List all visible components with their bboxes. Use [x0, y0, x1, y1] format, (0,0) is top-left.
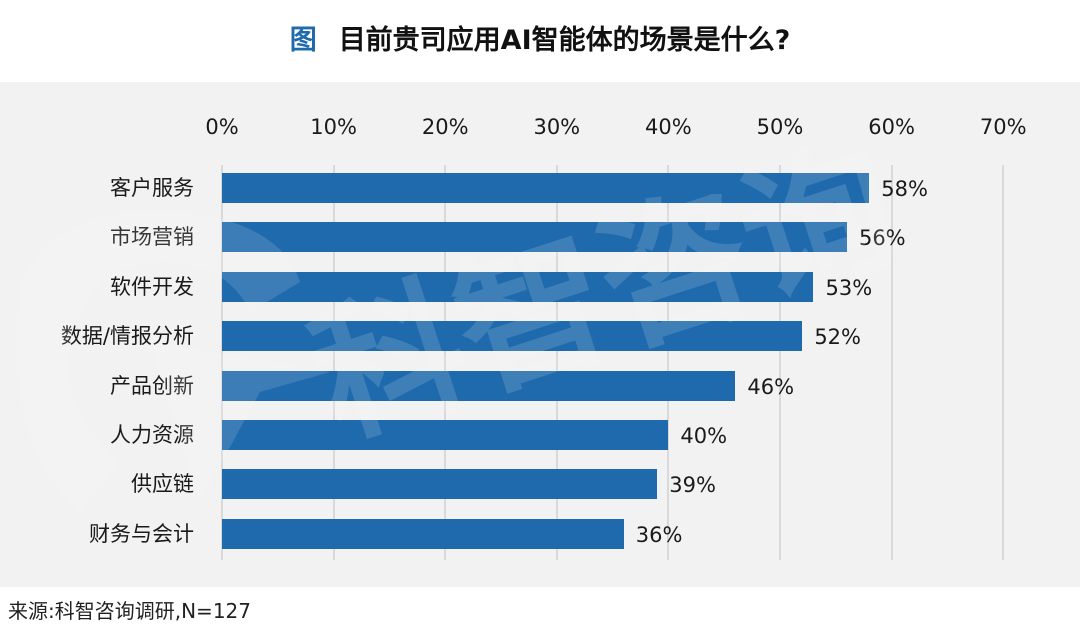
category-label: 供应链 — [131, 472, 194, 497]
category-label: 软件开发 — [110, 274, 194, 299]
source-note: 来源:科智咨询调研,N=127 — [8, 599, 251, 623]
category-label: 数据/情报分析 — [60, 324, 194, 349]
value-label: 40% — [680, 424, 728, 448]
bar — [222, 222, 847, 253]
x-tick-label: 30% — [533, 115, 581, 139]
x-tick-label: 50% — [756, 115, 804, 139]
gridline — [555, 165, 558, 560]
bar — [222, 370, 736, 401]
gridline — [1002, 165, 1005, 560]
value-label: 52% — [814, 325, 861, 350]
x-tick-label: 70% — [979, 115, 1027, 139]
value-label: 46% — [747, 374, 795, 399]
chart-title: 图 目前贵司应用AI智能体的场景是什么? — [0, 14, 1080, 60]
x-tick-label: 20% — [421, 115, 469, 139]
category-label: 人力资源 — [110, 423, 194, 447]
category-label: 财务与会计 — [89, 521, 194, 546]
gridline — [890, 165, 893, 560]
x-tick-label: 0% — [205, 115, 239, 139]
chart-title-text: 目前贵司应用AI智能体的场景是什么? — [338, 24, 791, 56]
category-label: 市场营销 — [110, 225, 194, 250]
value-label: 56% — [858, 226, 906, 251]
gridline — [444, 165, 447, 560]
x-tick-label: 60% — [868, 115, 915, 139]
value-label: 53% — [825, 275, 873, 300]
gridline — [667, 165, 670, 560]
bar — [222, 469, 658, 500]
value-label: 58% — [881, 177, 928, 201]
bar — [222, 420, 669, 450]
category-label: 产品创新 — [110, 373, 194, 398]
x-tick-label: 10% — [310, 115, 357, 139]
bar — [222, 271, 814, 302]
value-label: 36% — [635, 522, 683, 547]
value-label: 39% — [669, 473, 716, 498]
gridline — [221, 165, 223, 560]
figure-icon: 图 — [289, 24, 317, 56]
bar — [222, 518, 624, 549]
gridline — [332, 165, 335, 560]
gridline — [779, 165, 781, 560]
x-tick-label: 40% — [645, 115, 692, 139]
category-label: 客户服务 — [110, 176, 194, 200]
bar — [222, 173, 870, 203]
bar — [222, 321, 803, 352]
